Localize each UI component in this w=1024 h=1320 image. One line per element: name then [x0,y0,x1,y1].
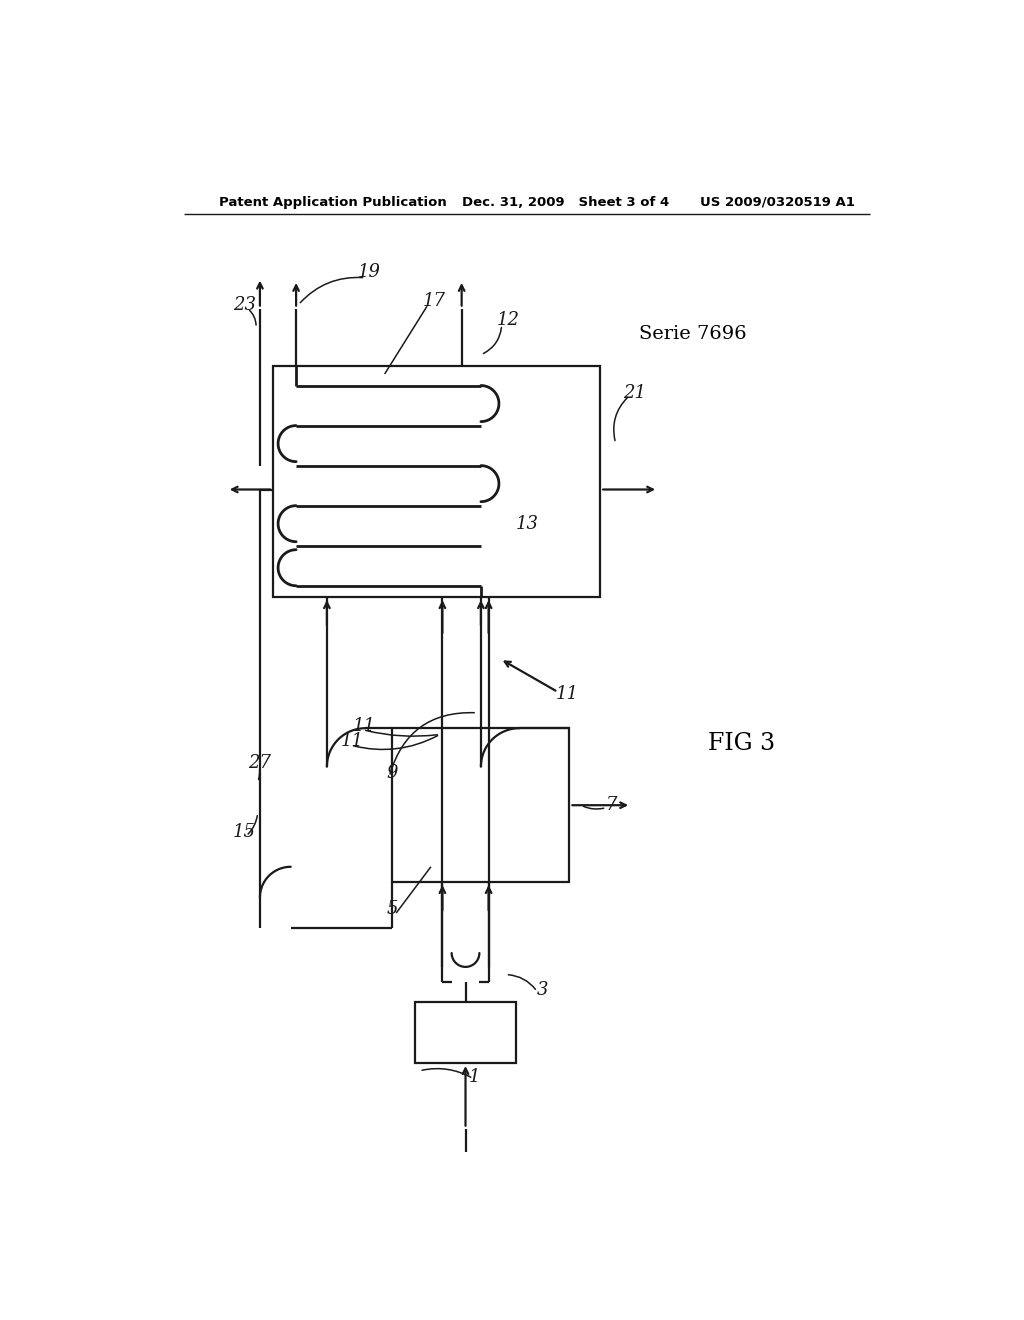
Text: 12: 12 [497,312,519,329]
Text: 19: 19 [357,264,381,281]
Bar [416,1002,515,1063]
Text: 17: 17 [423,292,446,310]
Text: 15: 15 [233,824,256,841]
Text: 21: 21 [624,384,646,403]
Text: 11: 11 [341,733,364,750]
Text: Patent Application Publication: Patent Application Publication [219,195,446,209]
Text: 1: 1 [469,1068,480,1086]
Text: 9: 9 [387,764,398,781]
Bar [273,367,600,598]
Text: 3: 3 [537,981,548,999]
Text: 13: 13 [516,515,539,533]
Text: 5: 5 [387,900,398,919]
Text: Serie 7696: Serie 7696 [639,325,746,343]
Text: Dec. 31, 2009   Sheet 3 of 4: Dec. 31, 2009 Sheet 3 of 4 [462,195,669,209]
Text: 11: 11 [353,717,376,735]
Bar [392,729,569,882]
Text: US 2009/0320519 A1: US 2009/0320519 A1 [700,195,855,209]
Text: 7: 7 [606,796,617,814]
Text: 11: 11 [556,685,579,702]
Text: 23: 23 [233,296,256,314]
Text: 27: 27 [249,754,271,772]
Text: FIG 3: FIG 3 [708,733,775,755]
